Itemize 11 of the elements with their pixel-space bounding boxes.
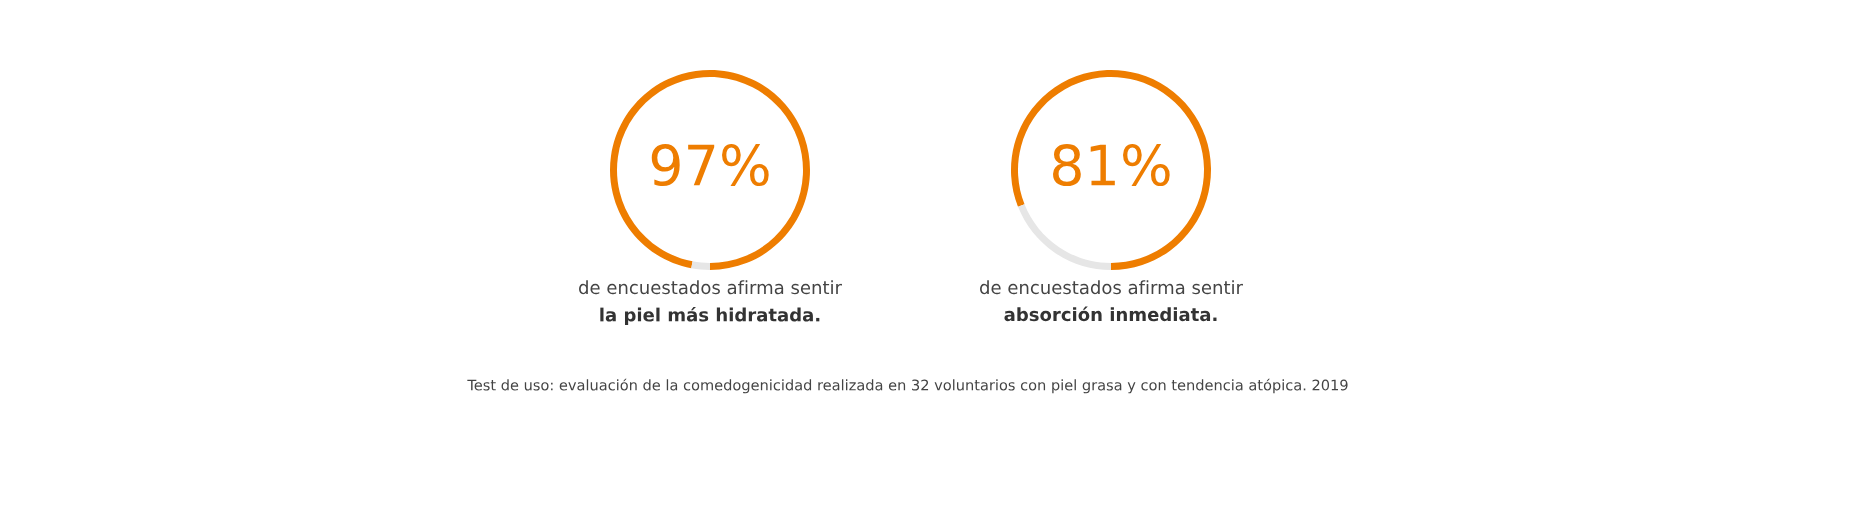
donut-slice	[1011, 70, 1211, 270]
data-label: 81%	[1053, 144, 1170, 187]
text: de encuestados afirma sentir	[980, 280, 1243, 295]
text: Test de uso: evaluación de la comedogenicidad realizada en 32 voluntarios con piel grasa y con tendencia atópica. 2019	[467, 378, 1348, 394]
data-label: 97%	[651, 144, 769, 187]
text: absorción inmediata.	[1004, 306, 1217, 322]
donut-slice	[1018, 204, 1111, 270]
donut-slice	[691, 261, 710, 270]
text: la piel más hidratada.	[600, 306, 820, 326]
text: de encuestados afirma sentir	[579, 280, 842, 295]
donut-slice	[610, 70, 810, 270]
